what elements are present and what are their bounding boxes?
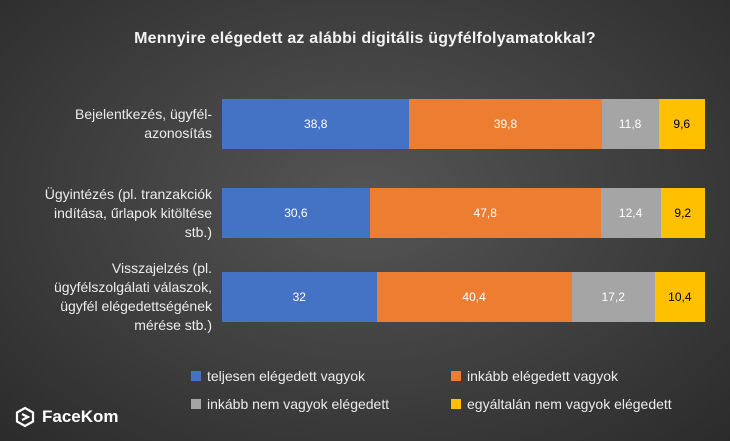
category-label-line: Bejelentkezés, ügyfél- xyxy=(75,106,212,122)
facekom-logo-text: FaceKom xyxy=(42,407,119,426)
bar-segment: 38,8 xyxy=(222,99,410,149)
bar-segment: 11,8 xyxy=(601,99,659,149)
bar-segment: 9,2 xyxy=(660,188,705,238)
category-label-line: stb.) xyxy=(184,223,212,240)
legend-swatch xyxy=(451,371,461,381)
bar-segment: 12,4 xyxy=(600,188,661,238)
data-label: 38,8 xyxy=(304,117,328,131)
bar-segment: 40,4 xyxy=(376,272,572,322)
legend-swatch xyxy=(191,399,201,409)
category-label-2: Ügyintézés (pl. tranzakciók indítása, űrl… xyxy=(0,185,212,242)
bar-segment: 32 xyxy=(222,272,377,322)
legend-label: inkább elégedett vagyok xyxy=(467,368,618,384)
legend-item: inkább nem vagyok elégedett xyxy=(191,396,389,412)
category-label-line: azonosítás xyxy=(144,125,212,141)
chart-title: Mennyire elégedett az alábbi digitális ü… xyxy=(134,30,596,47)
legend-swatch xyxy=(191,371,201,381)
data-label: 9,2 xyxy=(674,206,692,220)
category-label-1: Bejelentkezés, ügyfél-azonosítás xyxy=(0,105,212,143)
data-label: 9,6 xyxy=(673,117,691,131)
bar-row-3: 32 40,4 17,2 10,4 xyxy=(222,272,705,322)
bar-row-2: 30,6 47,8 12,4 9,2 xyxy=(222,188,705,238)
category-label-line: mérése stb.) xyxy=(134,317,212,333)
category-label-line: Ügyintézés (pl. tranzakciók xyxy=(44,185,212,202)
bar-segment: 39,8 xyxy=(409,99,602,149)
category-label-line: ügyfél elégedettségének xyxy=(60,298,212,314)
data-label: 11,8 xyxy=(618,117,642,131)
legend-label: egyáltalán nem vagyok elégedett xyxy=(467,396,672,412)
category-label-3: Visszajelzés (pl. ügyfélszolgálati válasz… xyxy=(0,259,212,335)
data-label: 47,8 xyxy=(473,206,497,220)
category-label-line: ügyfélszolgálati válaszok, xyxy=(54,279,212,295)
legend-label: teljesen elégedett vagyok xyxy=(207,368,365,384)
data-label: 32 xyxy=(292,290,306,304)
category-label-line: Visszajelzés (pl. xyxy=(111,260,212,276)
bar-segment: 9,6 xyxy=(658,99,705,149)
bar-row-1: 38,8 39,8 11,8 9,6 xyxy=(222,99,705,149)
category-label-line: indítása, űrlapok kitöltése xyxy=(54,204,212,221)
data-label: 10,4 xyxy=(668,290,692,304)
bar-segment: 10,4 xyxy=(654,272,705,322)
data-label: 40,4 xyxy=(462,290,486,304)
bar-segment: 47,8 xyxy=(369,188,601,238)
data-label: 17,2 xyxy=(601,290,625,304)
legend-swatch xyxy=(451,399,461,409)
data-label: 39,8 xyxy=(493,117,518,131)
facekom-logo-icon xyxy=(15,406,35,428)
data-label: 12,4 xyxy=(618,206,643,220)
legend-label: inkább nem vagyok elégedett xyxy=(207,396,390,412)
legend-item: inkább elégedett vagyok xyxy=(451,368,618,384)
data-label: 30,6 xyxy=(284,206,308,220)
bar-segment: 17,2 xyxy=(571,272,655,322)
legend-item: teljesen elégedett vagyok xyxy=(191,368,365,384)
legend-item: egyáltalán nem vagyok elégedett xyxy=(451,396,672,412)
facekom-logo: FaceKom xyxy=(14,406,119,428)
bar-segment: 30,6 xyxy=(222,188,370,238)
